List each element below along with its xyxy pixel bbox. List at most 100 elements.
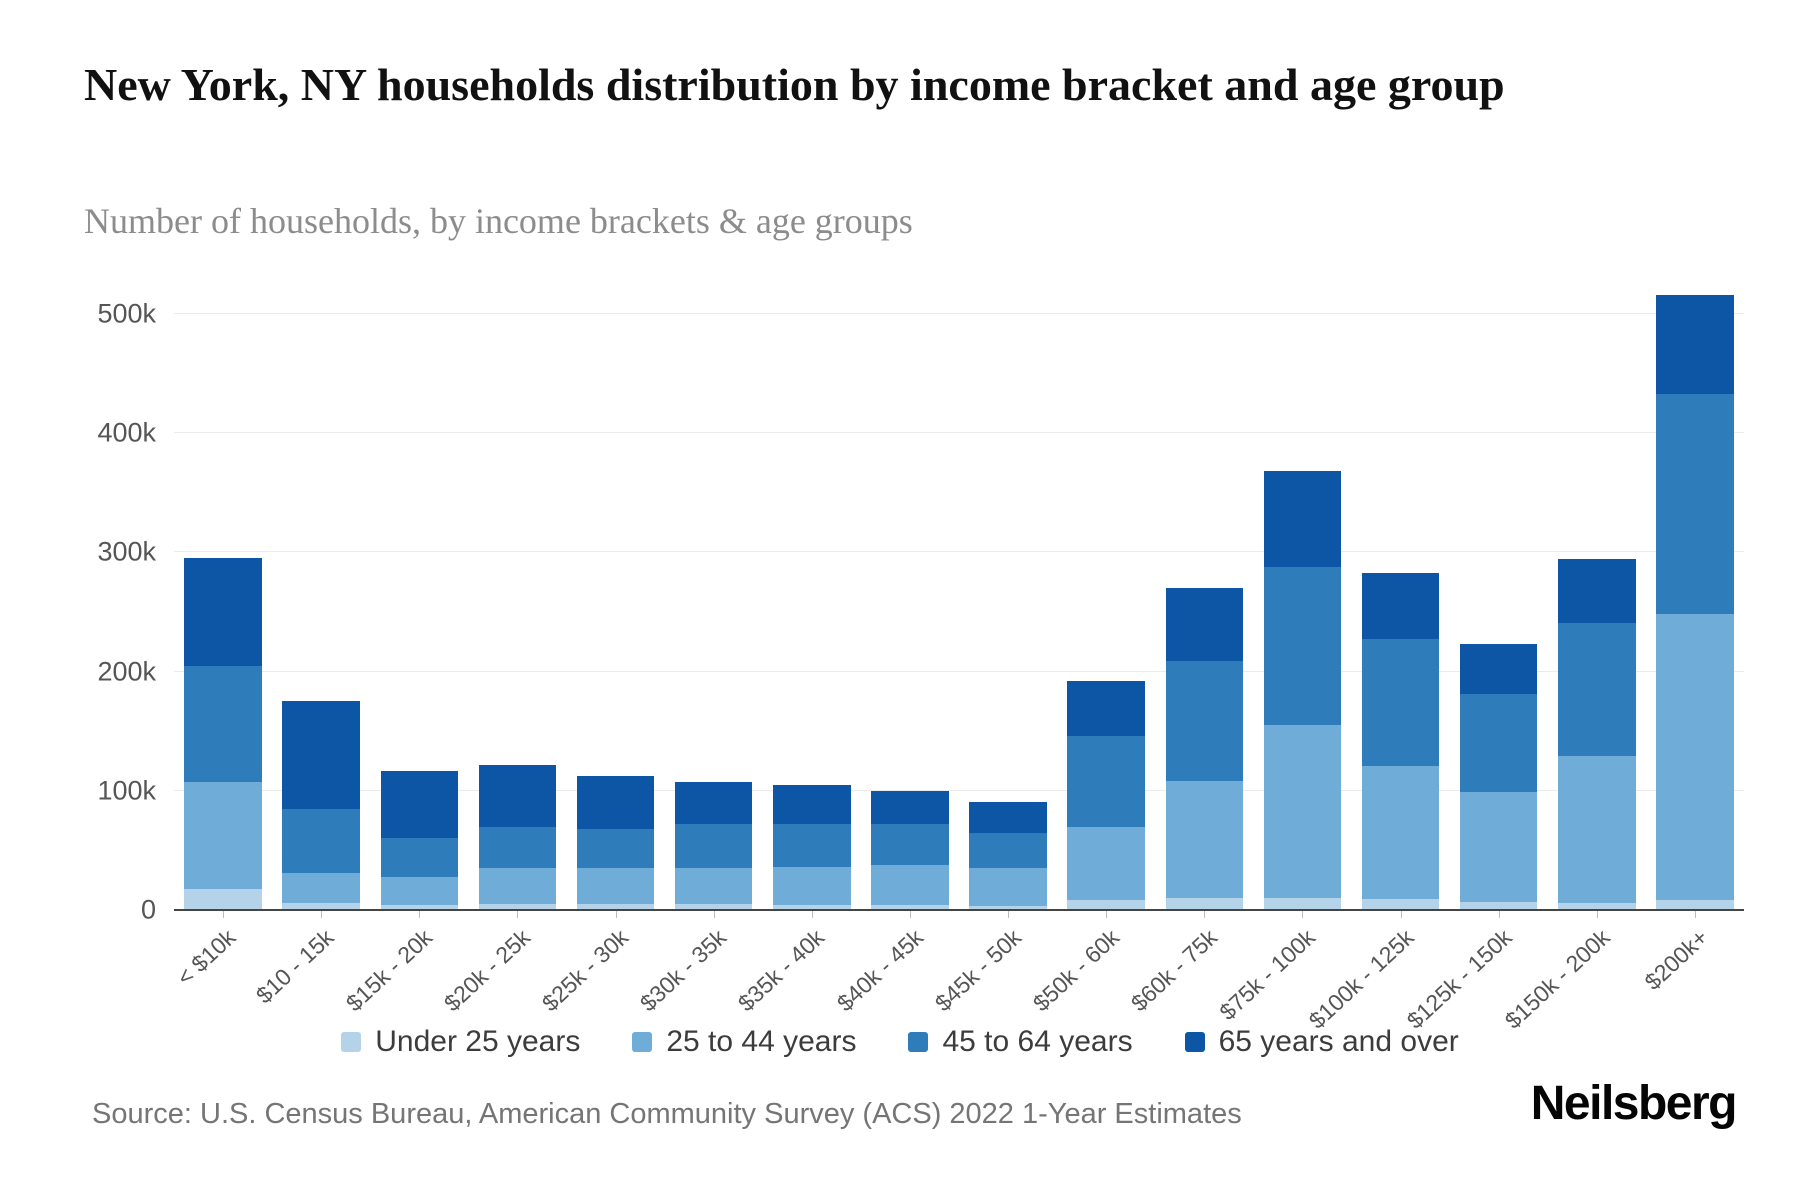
legend-swatch <box>1184 1032 1205 1052</box>
x-axis-tick <box>909 910 911 918</box>
bar-segment[interactable] <box>478 764 557 827</box>
bar-stack <box>184 558 262 910</box>
legend-item[interactable]: 65 years and over <box>1184 1025 1459 1059</box>
bar-segment[interactable] <box>969 868 1047 907</box>
legend-item[interactable]: 45 to 64 years <box>908 1025 1133 1059</box>
bar-stack <box>674 782 753 910</box>
bar-stack <box>1558 559 1636 910</box>
legend: Under 25 years 25 to 44 years 45 to 64 yea… <box>0 1025 1800 1059</box>
bar-segment[interactable] <box>1067 826 1145 901</box>
bar-segment[interactable] <box>1263 725 1342 899</box>
bar-segment[interactable] <box>282 701 360 809</box>
bar-segment[interactable] <box>1067 735 1145 827</box>
y-axis-label: 500k <box>97 298 156 329</box>
bar-segment[interactable] <box>1067 681 1145 736</box>
x-axis-label: $15k - 20k <box>340 924 438 1017</box>
bar-slot: $25k - 30k <box>537 290 665 1016</box>
bar-segment[interactable] <box>282 873 360 903</box>
bar-segment[interactable] <box>969 832 1047 869</box>
x-axis-label: $200k+ <box>1639 924 1713 995</box>
bar-segment[interactable] <box>1165 660 1244 782</box>
bar-segment[interactable] <box>1459 901 1538 910</box>
bar-segment[interactable] <box>282 808 360 874</box>
bar-segment[interactable] <box>1656 614 1734 901</box>
bar-segment[interactable] <box>1263 566 1342 726</box>
bar-segment[interactable] <box>1656 393 1734 615</box>
bar-stack <box>1165 588 1244 910</box>
bar-segment[interactable] <box>674 782 753 825</box>
bar-stack <box>380 770 459 911</box>
bar-stack <box>1067 681 1145 910</box>
bar-segment[interactable] <box>380 770 459 839</box>
legend-item[interactable]: 25 to 44 years <box>632 1025 856 1059</box>
bar-segment[interactable] <box>773 784 851 825</box>
bar-segment[interactable] <box>1459 791 1538 902</box>
bar-segment[interactable] <box>1361 899 1440 910</box>
bar-segment[interactable] <box>380 876 459 906</box>
bar-stack <box>1459 644 1538 910</box>
bar-segment[interactable] <box>773 867 851 906</box>
x-axis-tick <box>1106 910 1108 918</box>
bar-segment[interactable] <box>184 782 262 889</box>
bar-segment[interactable] <box>969 906 1047 910</box>
bar-segment[interactable] <box>1263 898 1342 910</box>
bar-stack <box>282 701 360 910</box>
bar-segment[interactable] <box>282 902 360 910</box>
bar-segment[interactable] <box>1361 765 1440 900</box>
bar-segment[interactable] <box>1558 902 1636 910</box>
bar-segment[interactable] <box>871 864 949 906</box>
bar-segment[interactable] <box>1459 694 1538 792</box>
bar-segment[interactable] <box>1656 294 1734 394</box>
bar-segment[interactable] <box>1165 781 1244 899</box>
bar-segment[interactable] <box>184 558 262 666</box>
bar-segment[interactable] <box>576 904 655 910</box>
bar-slot: $100k - 125k <box>1303 290 1450 1034</box>
bar-segment[interactable] <box>184 888 262 910</box>
bar-segment[interactable] <box>969 801 1047 833</box>
bar-stack <box>969 801 1047 911</box>
bar-segment[interactable] <box>1263 471 1342 567</box>
bar-stack <box>478 764 557 910</box>
x-axis-tick <box>517 910 519 918</box>
bar-segment[interactable] <box>1656 900 1734 910</box>
bar-segment[interactable] <box>576 776 655 829</box>
gridline <box>174 789 1744 791</box>
x-axis-tick <box>1302 910 1304 918</box>
legend-swatch <box>908 1032 929 1052</box>
legend-item[interactable]: Under 25 years <box>341 1025 580 1059</box>
bar-segment[interactable] <box>1361 572 1440 640</box>
bar-segment[interactable] <box>871 790 949 825</box>
bar-segment[interactable] <box>1558 756 1636 903</box>
bar-segment[interactable] <box>1558 559 1636 623</box>
bar-segment[interactable] <box>184 665 262 783</box>
bar-stack <box>773 784 851 910</box>
bar-stack <box>576 776 655 910</box>
legend-label: Under 25 years <box>375 1025 581 1058</box>
bar-segment[interactable] <box>478 904 557 910</box>
bar-segment[interactable] <box>871 905 949 910</box>
bar-segment[interactable] <box>576 868 655 905</box>
bar-slot: $150k - 200k <box>1500 290 1646 1034</box>
bar-segment[interactable] <box>871 824 949 865</box>
bar-segment[interactable] <box>380 838 459 877</box>
bar-segment[interactable] <box>576 828 655 869</box>
bar-segment[interactable] <box>1067 900 1145 910</box>
bar-segment[interactable] <box>1165 588 1244 661</box>
bar-segment[interactable] <box>773 905 851 910</box>
bar-segment[interactable] <box>674 868 753 905</box>
y-axis-label: 400k <box>97 417 156 448</box>
bar-segment[interactable] <box>674 904 753 910</box>
bar-segment[interactable] <box>1558 622 1636 757</box>
x-axis-label: $150k - 200k <box>1499 924 1615 1034</box>
bar-segment[interactable] <box>380 905 459 910</box>
bar-segment[interactable] <box>674 824 753 869</box>
gridline <box>174 432 1744 434</box>
x-axis-label: $50k - 60k <box>1027 924 1124 1017</box>
bar-segment[interactable] <box>478 868 557 905</box>
bar-segment[interactable] <box>478 826 557 869</box>
bar-segment[interactable] <box>1361 639 1440 766</box>
bar-segment[interactable] <box>773 824 851 868</box>
bar-segment[interactable] <box>1165 898 1244 910</box>
bar-segment[interactable] <box>1459 644 1538 695</box>
